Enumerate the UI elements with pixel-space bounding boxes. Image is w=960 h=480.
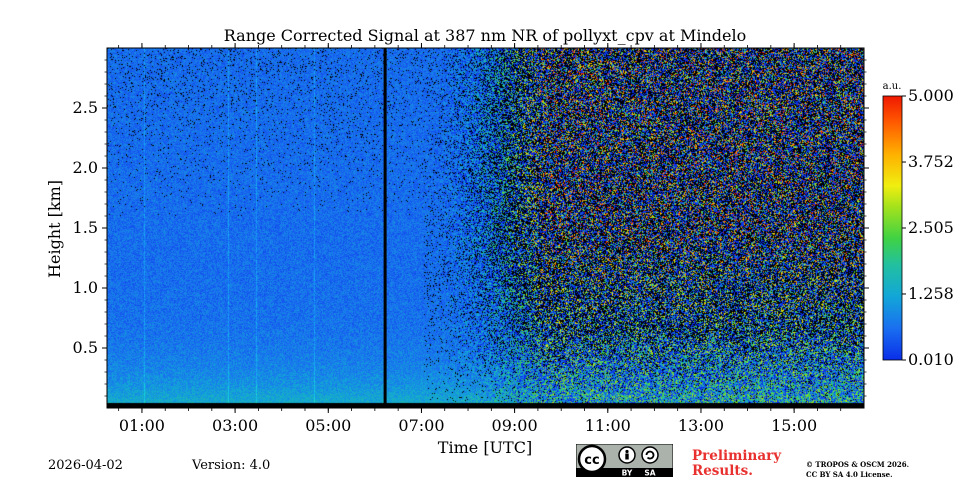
colorbar-gradient <box>882 95 903 361</box>
y-tick-label: 1.0 <box>73 278 98 297</box>
colorbar-tick-label: 3.752 <box>908 152 954 171</box>
date-label: 2026-04-02 <box>48 458 123 473</box>
x-tick-label: 03:00 <box>212 416 258 435</box>
cc-icon <box>577 444 607 474</box>
colorbar-tick-label: 5.000 <box>908 86 954 105</box>
colorbar-tick-label: 2.505 <box>908 218 954 237</box>
heatmap-image <box>107 48 864 408</box>
sa-text: SA <box>644 469 655 478</box>
y-axis: 0.5 1.0 1.5 2.0 2.5 <box>73 59 869 397</box>
cc-text: cc <box>584 453 599 468</box>
x-tick-label: 13:00 <box>678 416 724 435</box>
y-tick-label: 0.5 <box>73 338 98 357</box>
x-tick-label: 05:00 <box>305 416 351 435</box>
preliminary-line-1: Preliminary <box>692 448 782 464</box>
y-tick-label: 2.0 <box>73 158 98 177</box>
colorbar-tick-label: 0.010 <box>908 350 954 369</box>
y-axis-label: Height [km] <box>45 180 64 278</box>
plot-area <box>106 47 865 409</box>
colorbar: a.u. 0.010 1.258 2.505 3.752 5.000 <box>882 81 954 369</box>
cc-license-badge: cc BY SA <box>576 444 673 477</box>
by-text: BY <box>622 469 633 478</box>
x-axis-label: Time [UTC] <box>438 438 532 457</box>
version-label: Version: 4.0 <box>192 458 271 473</box>
copyright-note: © TROPOS & OSCM 2026. CC BY SA 4.0 Licen… <box>806 460 909 480</box>
copyright-line-1: © TROPOS & OSCM 2026. <box>806 460 910 469</box>
chart-title: Range Corrected Signal at 387 nm NR of p… <box>224 26 747 45</box>
colorbar-unit: a.u. <box>883 81 902 92</box>
y-tick-label: 2.5 <box>73 98 98 117</box>
preliminary-line-2: Results. <box>692 463 753 479</box>
preliminary-results-note: Preliminary Results. <box>692 449 781 479</box>
x-tick-label: 11:00 <box>585 416 631 435</box>
x-tick-label: 09:00 <box>492 416 538 435</box>
colorbar-tick-label: 1.258 <box>908 284 954 303</box>
x-tick-label: 01:00 <box>119 416 165 435</box>
x-tick-label: 07:00 <box>398 416 444 435</box>
x-axis: 01:00 03:00 05:00 07:00 09:00 11:00 13:00 15:00 <box>118 43 842 435</box>
x-tick-label: 15:00 <box>771 416 817 435</box>
copyright-line-2: CC BY SA 4.0 License. <box>806 470 893 479</box>
sa-icon <box>641 446 659 464</box>
y-tick-label: 1.5 <box>73 218 98 237</box>
